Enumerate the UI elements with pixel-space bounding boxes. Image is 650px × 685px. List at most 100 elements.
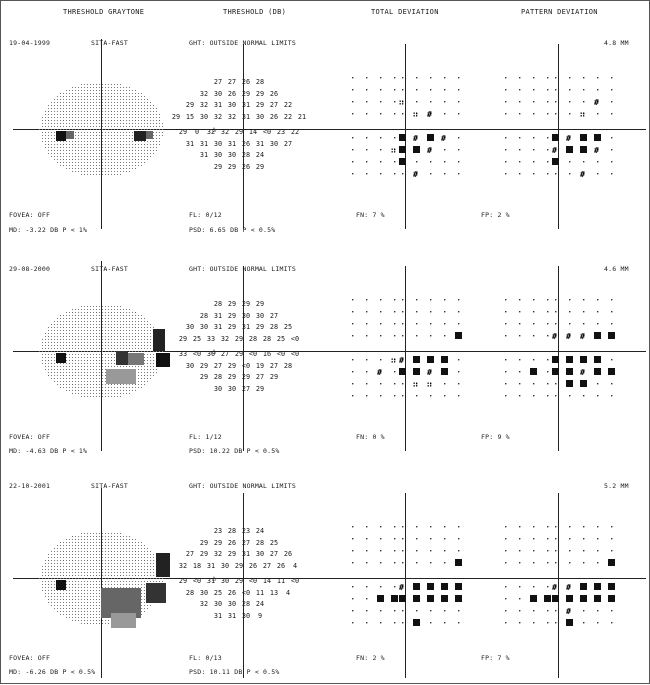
graytone-dot (84, 581, 85, 582)
graytone-dot (150, 605, 151, 606)
graytone-dot (81, 596, 82, 597)
deviation-dot (416, 562, 418, 564)
graytone-dot (66, 387, 67, 388)
graytone-dot (123, 545, 124, 546)
graytone-dot (102, 587, 103, 588)
deviation-dot (394, 395, 396, 397)
graytone-dot (117, 566, 118, 567)
deviation-dot (519, 77, 521, 79)
graytone-dot (66, 578, 67, 579)
graytone-dot (57, 153, 58, 154)
graytone-dot (45, 357, 46, 358)
graytone-dot (153, 372, 154, 373)
graytone-dot (129, 312, 130, 313)
graytone-dot (150, 336, 151, 337)
deviation-dot (416, 383, 418, 385)
graytone-dot (99, 333, 100, 334)
graytone-dot (60, 614, 61, 615)
threshold-value: 29 (234, 334, 244, 343)
graytone-dot (108, 318, 109, 319)
deviation-dot (547, 161, 549, 163)
graytone-dot (102, 339, 103, 340)
graytone-dot (126, 336, 127, 337)
threshold-value: 32 (206, 128, 216, 136)
graytone-dot (87, 333, 88, 334)
graytone-dot (123, 171, 124, 172)
total-deviation-horizontal-axis (341, 351, 501, 352)
graytone-dot (150, 339, 151, 340)
threshold-value: 15 (185, 112, 195, 121)
graytone-dot (90, 587, 91, 588)
graytone-dot (123, 569, 124, 570)
graytone-dot (63, 572, 64, 573)
graytone-dot (90, 330, 91, 331)
graytone-dot (60, 366, 61, 367)
graytone-dot (135, 557, 136, 558)
graytone-dot (75, 539, 76, 540)
graytone-dot (147, 351, 148, 352)
graytone-dot (90, 333, 91, 334)
deviation-dot (505, 161, 507, 163)
graytone-dot (153, 153, 154, 154)
graytone-dot (66, 336, 67, 337)
graytone-dot (102, 126, 103, 127)
pupil-size: 4.6 MM (604, 265, 629, 273)
graytone-dot (60, 384, 61, 385)
graytone-dot (135, 581, 136, 582)
graytone-dot (87, 354, 88, 355)
graytone-dot (132, 165, 133, 166)
graytone-dot (81, 168, 82, 169)
deviation-dot (597, 77, 599, 79)
deviation-dot (555, 395, 557, 397)
deviation-dot (352, 598, 354, 600)
graytone-dot (117, 345, 118, 346)
graytone-defect (156, 553, 170, 577)
graytone-dot (141, 378, 142, 379)
graytone-dot (72, 545, 73, 546)
graytone-dot (135, 153, 136, 154)
graytone-dot (66, 560, 67, 561)
graytone-dot (48, 345, 49, 346)
graytone-dot (81, 171, 82, 172)
threshold-value: 29 (227, 323, 237, 331)
graytone-dot (78, 111, 79, 112)
graytone-dot (69, 587, 70, 588)
graytone-dot (87, 390, 88, 391)
graytone-dot (81, 114, 82, 115)
deviation-dot (380, 359, 382, 361)
graytone-dot (63, 575, 64, 576)
graytone-dot (75, 312, 76, 313)
graytone-dot (96, 96, 97, 97)
graytone-dot (114, 318, 115, 319)
graytone-dot (78, 602, 79, 603)
deviation-dot (380, 149, 382, 151)
graytone-dot (129, 129, 130, 130)
graytone-dot (99, 306, 100, 307)
graytone-dot (123, 153, 124, 154)
graytone-dot (126, 366, 127, 367)
deviation-dot (555, 77, 557, 79)
graytone-dot (42, 339, 43, 340)
graytone-dot (81, 309, 82, 310)
graytone-dot (48, 602, 49, 603)
graytone-dot (87, 135, 88, 136)
graytone-dot (90, 309, 91, 310)
graytone-dot (48, 120, 49, 121)
graytone-dot (51, 117, 52, 118)
graytone-dot (81, 554, 82, 555)
threshold-value: 22 (283, 112, 293, 121)
graytone-dot (117, 342, 118, 343)
graytone-dot (138, 111, 139, 112)
graytone-dot (93, 129, 94, 130)
graytone-dot (120, 93, 121, 94)
graytone-dot (153, 557, 154, 558)
graytone-dot (120, 387, 121, 388)
graytone-dot (60, 96, 61, 97)
deviation-dot (366, 89, 368, 91)
moderate-deviation-symbol: # (594, 146, 599, 155)
graytone-dot (120, 581, 121, 582)
graytone-dot (63, 339, 64, 340)
deviation-dot (555, 113, 557, 115)
graytone-dot (96, 150, 97, 151)
threshold-value: 31 (241, 112, 251, 121)
